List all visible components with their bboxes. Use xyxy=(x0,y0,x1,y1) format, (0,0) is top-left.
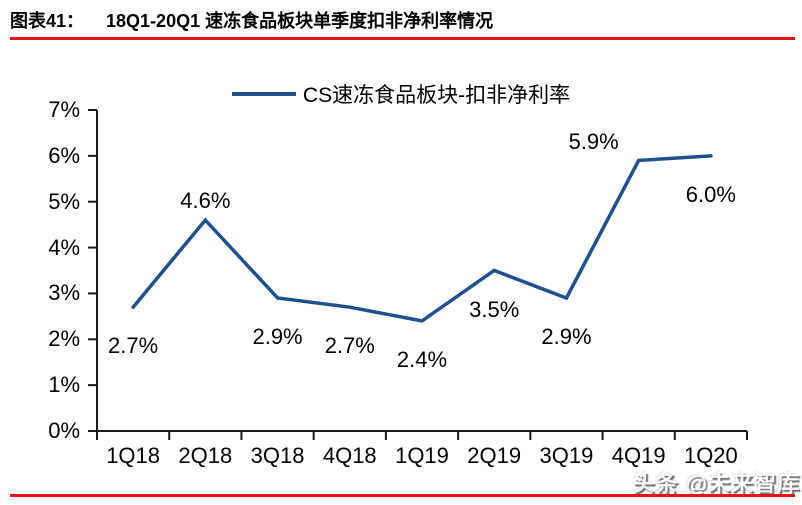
data-label: 6.0% xyxy=(685,181,736,207)
data-label: 3.5% xyxy=(469,296,520,322)
figure-header: 图表41： 18Q1-20Q1 速冻食品板块单季度扣非净利率情况 xyxy=(10,7,493,33)
data-label: 2.4% xyxy=(396,346,448,372)
y-axis-label: 6% xyxy=(48,142,80,168)
data-label: 2.9% xyxy=(541,324,592,349)
data-label: 2.7% xyxy=(108,333,159,359)
x-axis-label: 2Q19 xyxy=(467,443,522,468)
bottom-rule xyxy=(10,494,795,497)
figure-title: 18Q1-20Q1 速冻食品板块单季度扣非净利率情况 xyxy=(106,11,494,31)
chart-legend: CS速冻食品板块-扣非净利率 xyxy=(0,79,802,109)
title-underline xyxy=(10,37,795,40)
watermark: 头条 @未来智库 xyxy=(632,471,800,496)
y-axis-label: 3% xyxy=(48,280,80,306)
y-axis-label: 0% xyxy=(48,418,80,443)
y-axis-label: 4% xyxy=(48,234,80,260)
x-axis-label: 1Q18 xyxy=(106,443,161,468)
x-axis-label: 4Q18 xyxy=(322,443,377,468)
legend-label: CS速冻食品板块-扣非净利率 xyxy=(302,84,571,107)
y-axis-label: 5% xyxy=(48,188,80,214)
data-label: 2.9% xyxy=(252,324,303,349)
figure-number: 图表41： xyxy=(10,11,85,31)
x-axis-label: 2Q18 xyxy=(178,443,233,468)
y-axis-label: 7% xyxy=(48,97,80,122)
y-axis-label: 1% xyxy=(48,372,80,398)
data-label: 4.6% xyxy=(180,188,231,214)
x-axis-label: 1Q20 xyxy=(683,443,738,468)
y-axis-label: 2% xyxy=(48,326,80,352)
x-axis-label: 1Q19 xyxy=(395,443,449,468)
data-label: 2.7% xyxy=(324,333,375,359)
x-axis-label: 3Q19 xyxy=(539,443,594,468)
x-axis-label: 4Q19 xyxy=(611,443,666,468)
data-label: 5.9% xyxy=(568,129,619,155)
legend-line-swatch xyxy=(231,92,296,96)
x-axis-label: 3Q18 xyxy=(250,443,305,468)
series-line xyxy=(131,154,713,323)
